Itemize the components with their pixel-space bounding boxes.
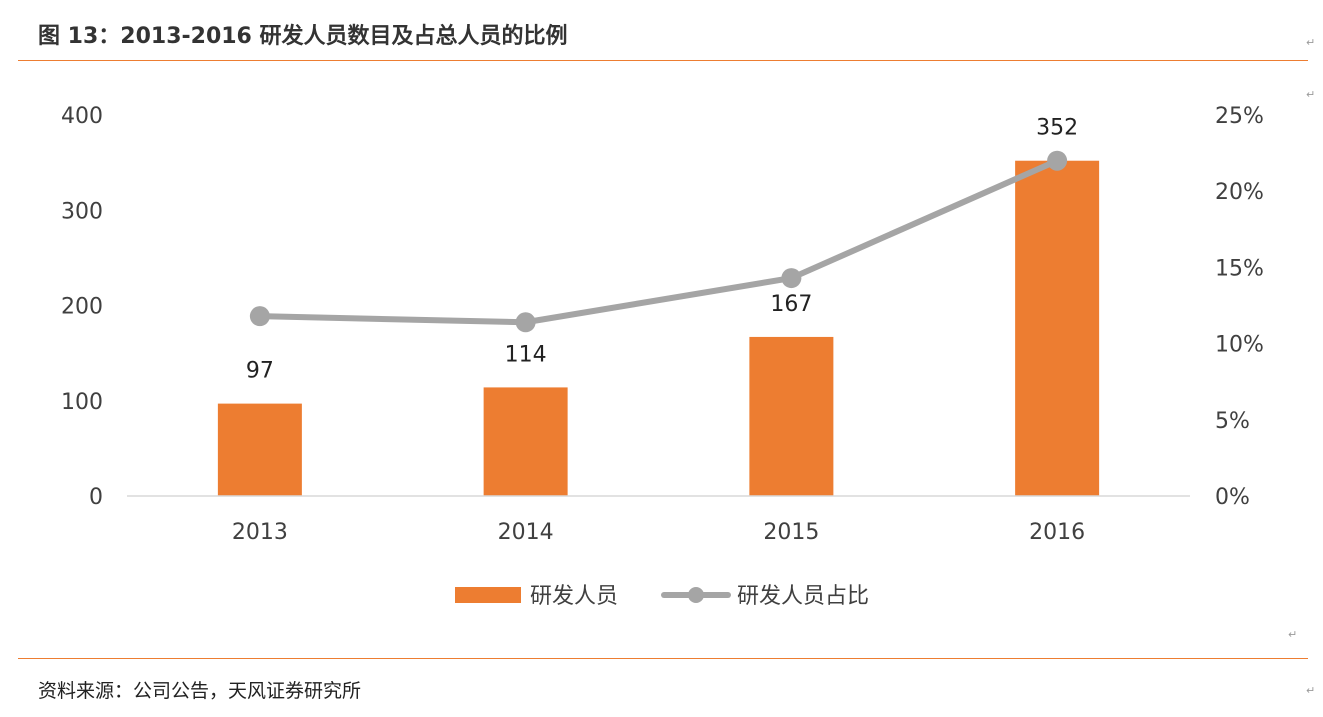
paragraph-mark-icon: ↵: [1306, 36, 1316, 49]
legend-label: 研发人员占比: [737, 584, 869, 609]
line-point-2016: [1047, 150, 1068, 171]
x-tick-label: 2013: [232, 520, 288, 545]
bar-2013: [217, 403, 302, 496]
title-divider: [18, 60, 1308, 61]
line-point-2014: [515, 312, 536, 333]
bar-2014: [483, 387, 568, 496]
paragraph-mark-icon: ↵: [1288, 628, 1298, 641]
x-tick-label: 2016: [1029, 520, 1085, 545]
y-right-tick-label: 0%: [1215, 485, 1250, 510]
bar-2016: [1015, 160, 1100, 496]
y-left-tick-label: 100: [61, 390, 103, 415]
legend-swatch-marker: [688, 587, 704, 603]
x-tick-label: 2015: [763, 520, 819, 545]
line-point-2013: [249, 306, 270, 327]
y-left-tick-label: 400: [61, 104, 103, 129]
line-point-2015: [781, 268, 802, 289]
y-left-tick-label: 0: [89, 485, 103, 510]
bar-data-label: 97: [246, 359, 274, 384]
y-right-tick-label: 5%: [1215, 409, 1250, 434]
y-right-tick-label: 25%: [1215, 104, 1264, 129]
legend-label: 研发人员: [530, 584, 618, 609]
bar-2015: [749, 336, 834, 496]
bar-data-label: 352: [1036, 116, 1078, 141]
y-right-tick-label: 20%: [1215, 180, 1264, 205]
paragraph-mark-icon: ↵: [1306, 684, 1316, 697]
legend-swatch-bar: [455, 587, 521, 603]
y-right-tick-label: 15%: [1215, 256, 1264, 281]
source-note: 资料来源：公司公告，天风证券研究所: [38, 680, 362, 702]
source-divider: [18, 658, 1308, 659]
figure-title: 图 13：2013-2016 研发人员数目及占总人员的比例: [38, 24, 568, 49]
bar-data-label: 167: [770, 292, 812, 317]
y-left-tick-label: 200: [61, 295, 103, 320]
bar-data-label: 114: [505, 342, 547, 367]
y-left-tick-label: 300: [61, 199, 103, 224]
line-series-share: [256, 157, 1061, 326]
y-right-tick-label: 10%: [1215, 333, 1264, 358]
paragraph-mark-icon: ↵: [1306, 88, 1316, 101]
x-tick-label: 2014: [498, 520, 554, 545]
